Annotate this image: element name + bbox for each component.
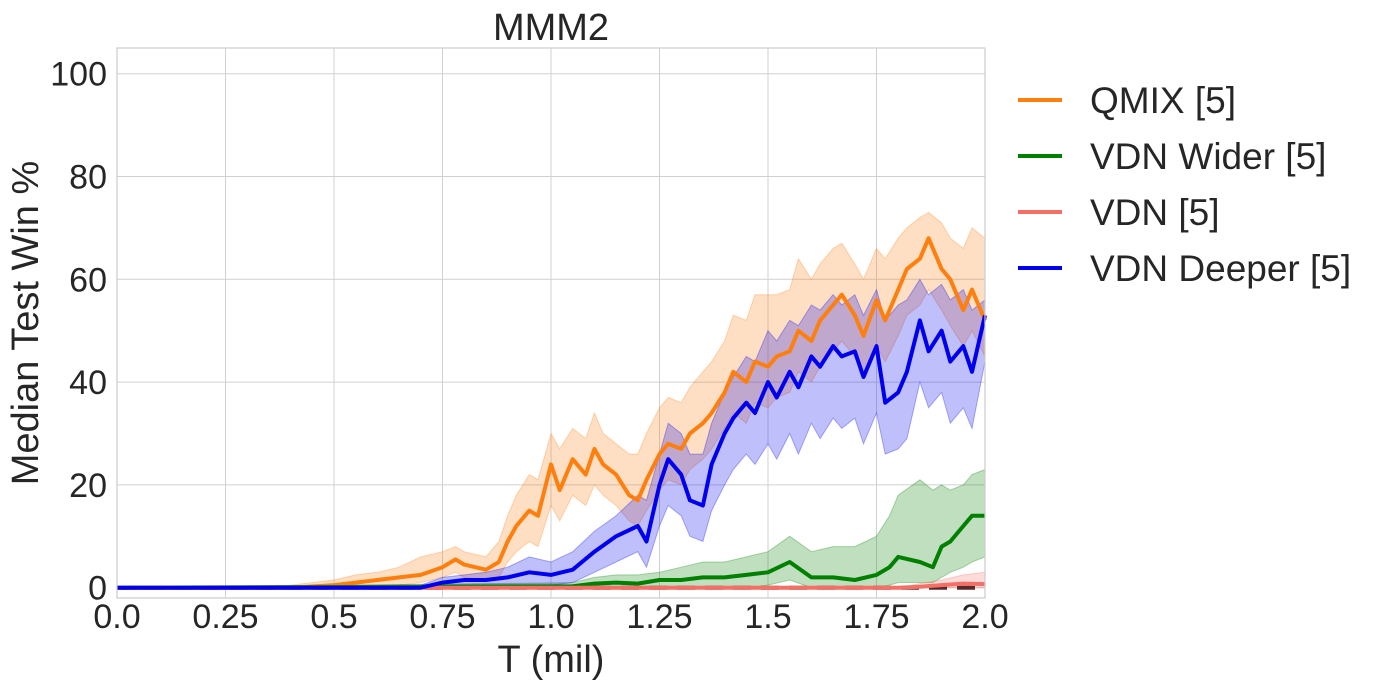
vdn-5-line xyxy=(117,581,986,590)
x-tick-labels: 0.0 0.25 0.5 0.75 1.0 1.25 1.5 1.75 2.0 xyxy=(93,598,1008,636)
x-tick-label: 2.0 xyxy=(961,598,1008,636)
qmix-5-line xyxy=(117,236,987,590)
y-tick-label: 80 xyxy=(69,159,107,197)
legend-label: VDN [5] xyxy=(1090,192,1220,233)
y-tick-label: 0 xyxy=(88,570,107,608)
x-tick-label: 0.5 xyxy=(310,598,357,636)
x-tick-label: 1.25 xyxy=(626,598,692,636)
series-lines xyxy=(116,236,987,590)
y-tick-label: 100 xyxy=(50,56,107,94)
legend-label: VDN Deeper [5] xyxy=(1090,248,1351,289)
legend-label: VDN Wider [5] xyxy=(1090,136,1326,177)
x-tick-label: 0.75 xyxy=(409,598,475,636)
legend: QMIX [5] VDN Wider [5] VDN [5] VDN Deeper [… xyxy=(1018,80,1351,289)
y-tick-label: 60 xyxy=(69,261,107,299)
x-tick-label: 0.0 xyxy=(93,598,140,636)
y-tick-label: 40 xyxy=(69,364,107,402)
vdn-deeper-5-line xyxy=(117,314,987,590)
legend-label: QMIX [5] xyxy=(1090,80,1236,121)
plot-frame xyxy=(116,47,986,599)
x-tick-label: 1.5 xyxy=(744,598,791,636)
x-tick-label: 1.75 xyxy=(843,598,909,636)
y-tick-label: 20 xyxy=(69,467,107,505)
x-tick-label: 0.25 xyxy=(192,598,258,636)
chart-title: MMM2 xyxy=(493,7,609,49)
x-axis-label: T (mil) xyxy=(498,639,605,681)
vdn-wider-5-line xyxy=(116,513,985,590)
y-tick-labels: 0 20 40 60 80 100 xyxy=(50,56,107,608)
x-tick-label: 1.0 xyxy=(527,598,574,636)
y-axis-label: Median Test Win % xyxy=(5,161,47,486)
